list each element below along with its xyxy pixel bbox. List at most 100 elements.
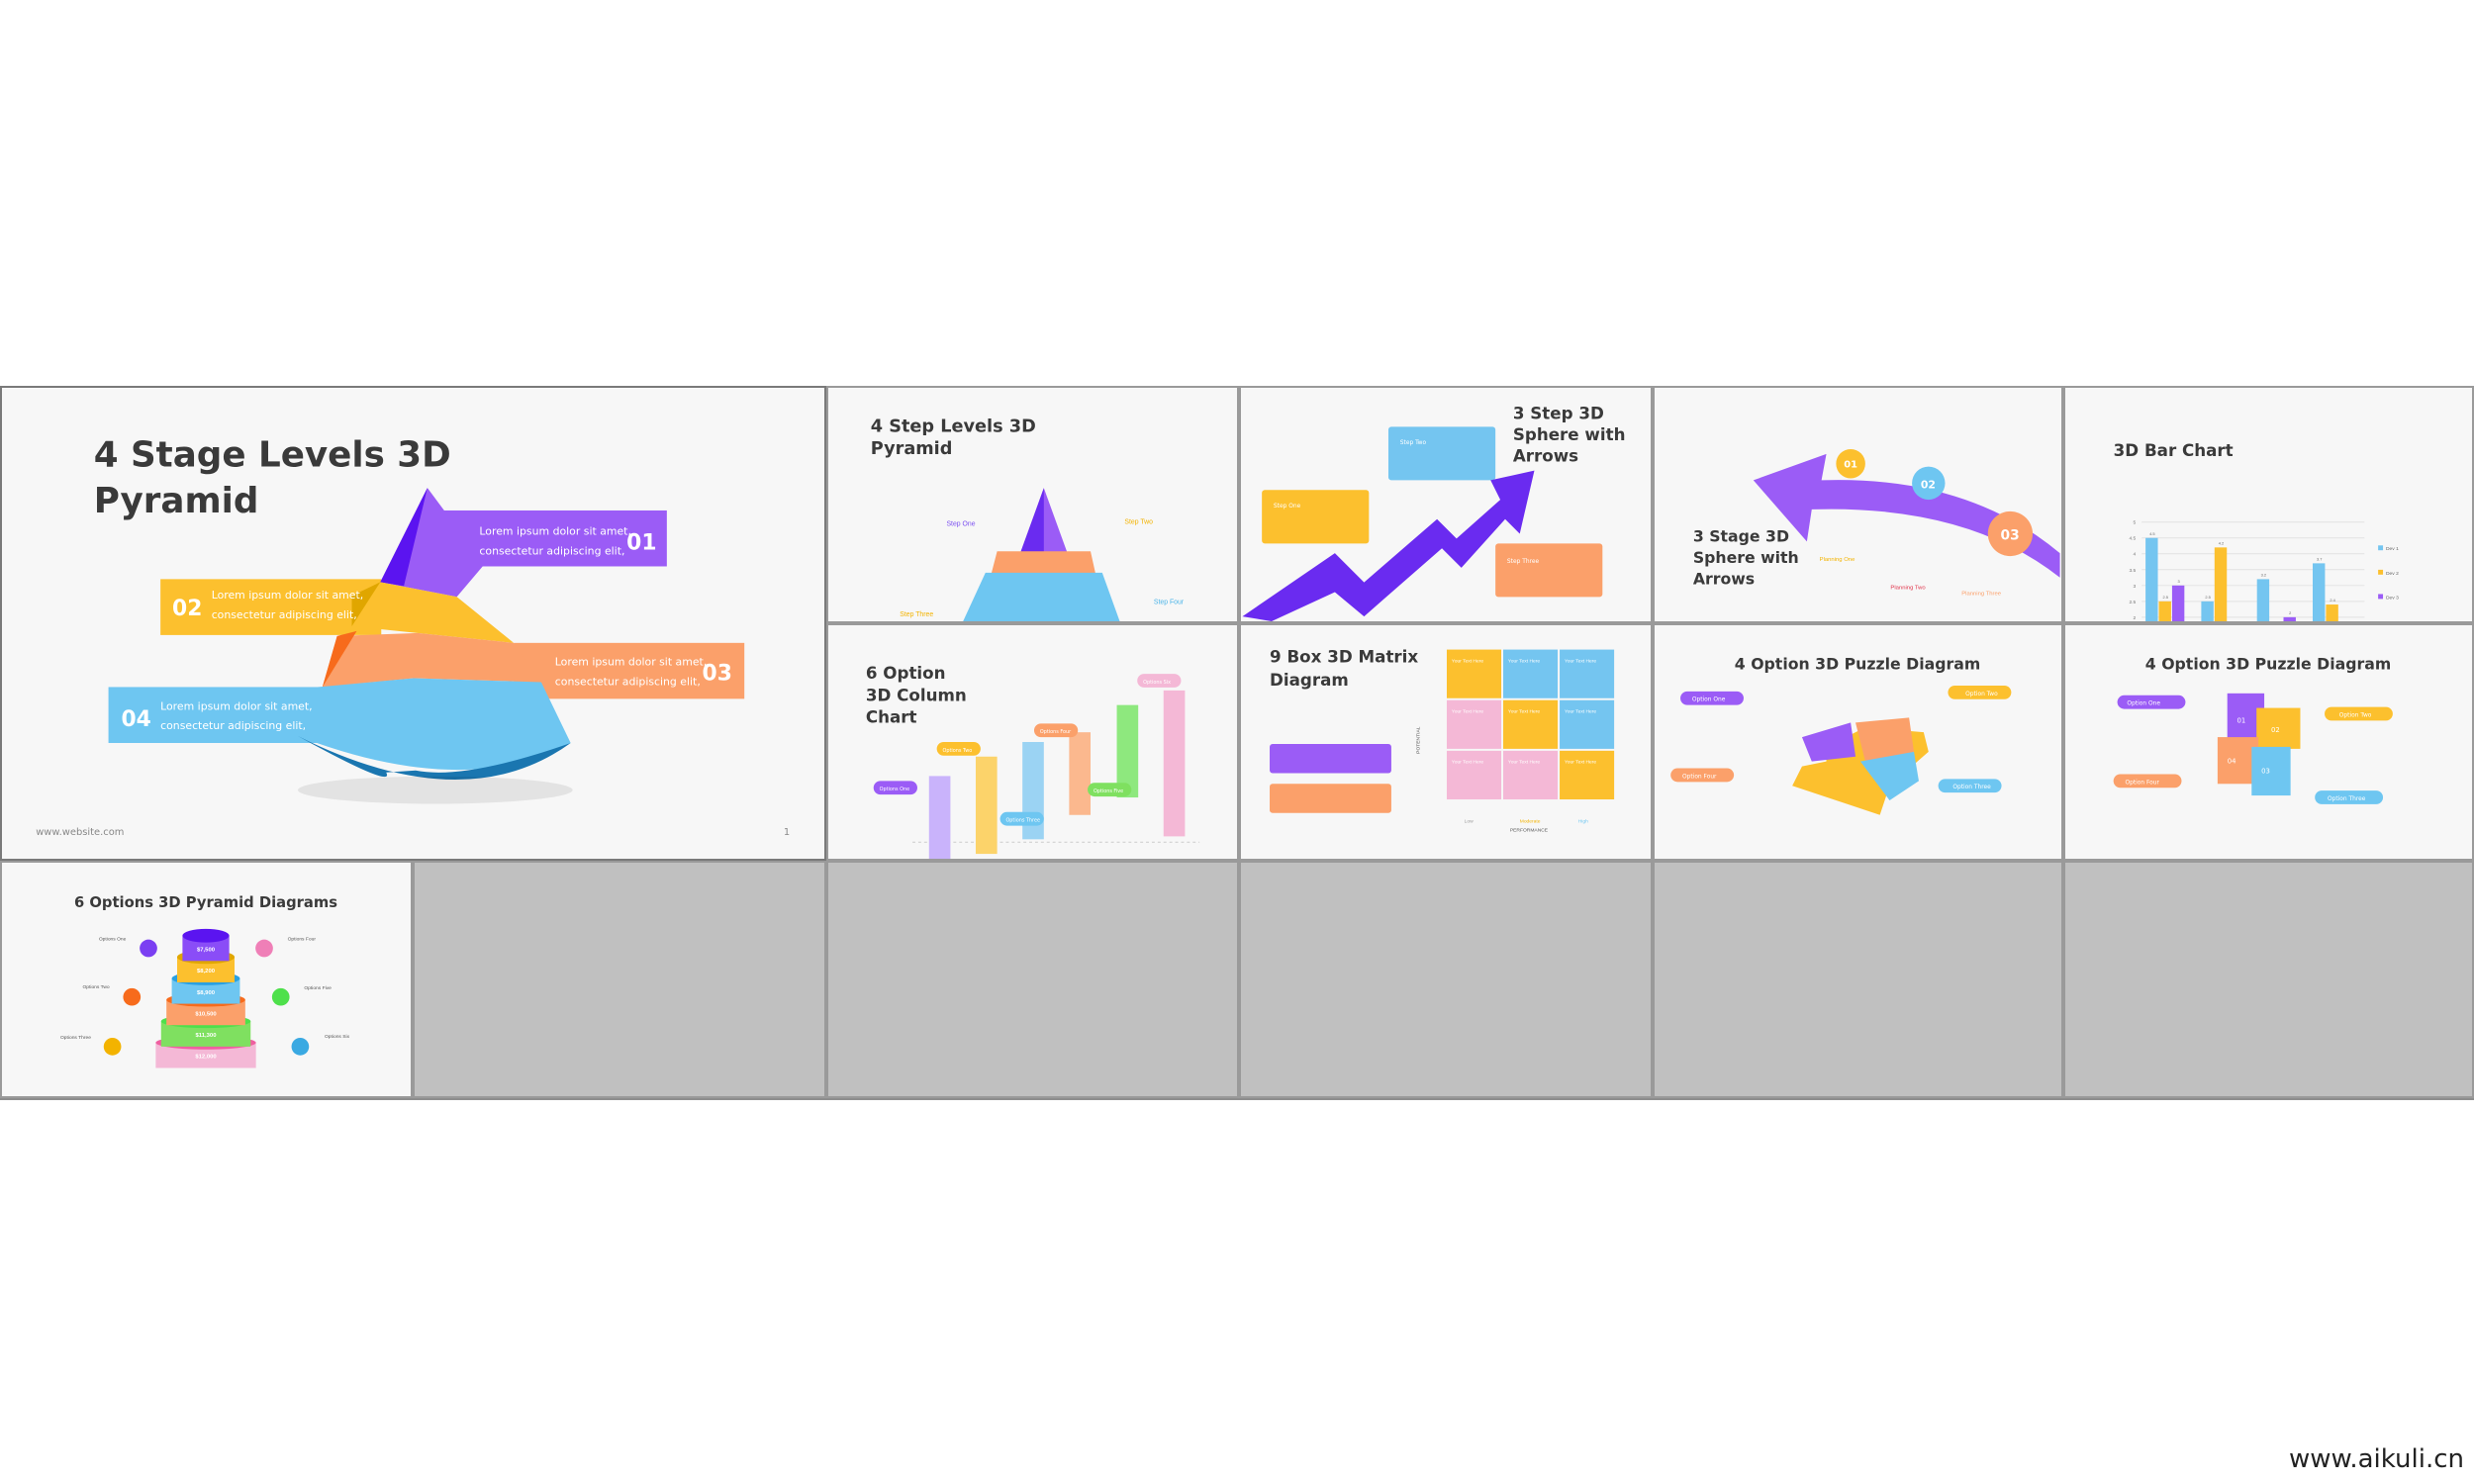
slide-3-thumbnail[interactable]: 3 Step 3D Sphere with Arrows Step One St…	[1239, 386, 1653, 623]
svg-text:02: 02	[2271, 726, 2280, 734]
svg-text:4 Step Levels 3D: 4 Step Levels 3D	[871, 417, 1036, 436]
matrix-cell	[1446, 750, 1502, 800]
legend-label: Dev 2	[2386, 571, 2399, 577]
tier-value: $7,500	[197, 947, 216, 953]
slide-9-thumbnail[interactable]: 4 Option 3D Puzzle Diagram 01 02 03 04 O…	[2063, 623, 2474, 861]
svg-text:Planning Two: Planning Two	[1890, 586, 1926, 592]
tier-value: $8,200	[197, 969, 216, 974]
empty-slot	[413, 861, 826, 1098]
slide-10-thumbnail[interactable]: 6 Options 3D Pyramid Diagrams $12,000 $11…	[0, 861, 413, 1098]
svg-text:Moderate: Moderate	[1520, 819, 1541, 825]
y-tick-label: 5	[2134, 520, 2137, 526]
svg-text:High: High	[1578, 819, 1588, 825]
svg-text:6 Options 3D Pyramid Diagrams: 6 Options 3D Pyramid Diagrams	[74, 894, 337, 911]
bar	[2326, 604, 2338, 621]
svg-text:consectetur adipiscing elit,: consectetur adipiscing elit,	[479, 545, 624, 558]
svg-text:consectetur adipiscing elit,: consectetur adipiscing elit,	[160, 719, 306, 732]
data-label: 2.5	[2205, 595, 2211, 600]
svg-text:Chart: Chart	[866, 706, 917, 726]
svg-text:Options Six: Options Six	[1143, 680, 1171, 686]
slide-5-thumbnail[interactable]: 3D Bar Chart 00.511.522.533.544.554.52.5…	[2063, 386, 2474, 623]
matrix-cell	[1503, 649, 1559, 698]
svg-text:Options Six: Options Six	[325, 1034, 350, 1040]
svg-text:3D Column: 3D Column	[866, 686, 967, 705]
svg-text:Options Five: Options Five	[304, 985, 332, 991]
empty-slot	[826, 861, 1239, 1098]
svg-text:Lorem ipsum dolor sit amet,: Lorem ipsum dolor sit amet,	[555, 656, 707, 669]
matrix-cell	[1560, 750, 1615, 800]
svg-text:Option Four: Option Four	[1682, 774, 1717, 780]
matrix-cell-label: Your Text Here	[1508, 709, 1540, 715]
y-tick-label: 4	[2134, 552, 2137, 558]
pyramid-level-4	[297, 678, 571, 771]
svg-text:Option Two: Option Two	[1965, 692, 1998, 697]
svg-text:03: 03	[2261, 767, 2270, 775]
legend-label: Dev 3	[2386, 595, 2399, 601]
matrix-cell	[1446, 649, 1502, 698]
slide-6-thumbnail[interactable]: 6 Option 3D Column Chart Options One Opt…	[826, 623, 1239, 861]
svg-text:Step Two: Step Two	[1124, 519, 1153, 526]
footer-site: www.website.com	[36, 827, 124, 838]
matrix-cell	[1560, 649, 1615, 698]
bar	[2312, 563, 2326, 621]
svg-text:03: 03	[703, 662, 732, 687]
slide-7-thumbnail[interactable]: 9 Box 3D Matrix Diagram Your Text Here Yo…	[1239, 623, 1653, 861]
y-tick-label: 2	[2134, 615, 2137, 621]
svg-text:Pyramid: Pyramid	[871, 439, 953, 459]
svg-text:Options Two: Options Two	[943, 748, 973, 754]
tier-value: $12,000	[195, 1055, 217, 1061]
svg-text:01: 01	[1844, 460, 1857, 471]
bar	[2256, 579, 2270, 621]
legend-swatch	[2378, 569, 2384, 575]
legend-label: Dev 1	[2386, 546, 2399, 552]
tier-value: $11,300	[196, 1033, 218, 1039]
tier-value: $10,500	[195, 1011, 217, 1017]
data-label: 3.2	[2261, 572, 2266, 577]
svg-text:Options One: Options One	[880, 787, 909, 792]
svg-text:3 Stage 3D: 3 Stage 3D	[1693, 526, 1789, 545]
svg-text:POTENTIAL: POTENTIAL	[1415, 726, 1421, 754]
svg-text:9 Box 3D Matrix: 9 Box 3D Matrix	[1270, 646, 1418, 666]
svg-text:Option Three: Option Three	[2328, 796, 2366, 802]
slide-title: 4 Stage Levels 3D	[94, 434, 451, 475]
bar	[2283, 616, 2296, 621]
banner-03	[514, 642, 745, 699]
svg-text:Step Four: Step Four	[1154, 599, 1185, 605]
matrix-cell-label: Your Text Here	[1508, 760, 1540, 766]
svg-text:PERFORMANCE: PERFORMANCE	[1510, 827, 1549, 833]
matrix-cell	[1503, 750, 1559, 800]
bar	[2158, 601, 2171, 621]
svg-text:Diagram: Diagram	[1270, 670, 1349, 690]
svg-text:Option Three: Option Three	[1952, 785, 1991, 790]
matrix-cell-label: Your Text Here	[1452, 658, 1483, 664]
empty-slot	[2063, 861, 2474, 1098]
svg-text:Option Four: Option Four	[2125, 780, 2159, 786]
slide-title-line2: Pyramid	[94, 481, 259, 521]
svg-text:Options Two: Options Two	[82, 984, 109, 990]
data-label: 2.5	[2162, 595, 2168, 600]
data-label: 4.2	[2219, 540, 2224, 545]
svg-text:Option Two: Option Two	[2339, 712, 2372, 718]
slide-4-thumbnail[interactable]: 01 02 03 Planning One Planning Two Plann…	[1653, 386, 2063, 623]
bar	[2214, 547, 2228, 621]
svg-text:Sphere with: Sphere with	[1693, 548, 1799, 567]
svg-text:3 Step 3D: 3 Step 3D	[1513, 403, 1604, 422]
slide-1-thumbnail[interactable]: 4 Stage Levels 3D Pyramid Lorem ipsum do…	[0, 386, 826, 861]
curved-arrow	[1753, 453, 2060, 578]
svg-text:Option One: Option One	[1692, 697, 1726, 703]
svg-text:Arrows: Arrows	[1513, 446, 1578, 466]
svg-text:4 Option 3D Puzzle Diagram: 4 Option 3D Puzzle Diagram	[2145, 654, 2391, 673]
svg-text:Step Two: Step Two	[1400, 440, 1427, 446]
svg-text:Step One: Step One	[946, 521, 975, 528]
bar	[2145, 537, 2158, 621]
matrix-cell-label: Your Text Here	[1565, 658, 1596, 664]
legend-swatch	[2378, 594, 2384, 600]
pyramid-level-2	[351, 582, 515, 643]
svg-text:Options Four: Options Four	[1040, 729, 1072, 735]
slide-2-thumbnail[interactable]: 4 Step Levels 3D Pyramid Step One Step T…	[826, 386, 1239, 623]
y-tick-label: 4.5	[2129, 536, 2136, 542]
slide-8-thumbnail[interactable]: 4 Option 3D Puzzle Diagram Option One Op…	[1653, 623, 2063, 861]
data-label: 2	[2289, 610, 2291, 615]
matrix-cell-label: Your Text Here	[1452, 709, 1483, 715]
pyramid-level-3	[322, 632, 541, 688]
